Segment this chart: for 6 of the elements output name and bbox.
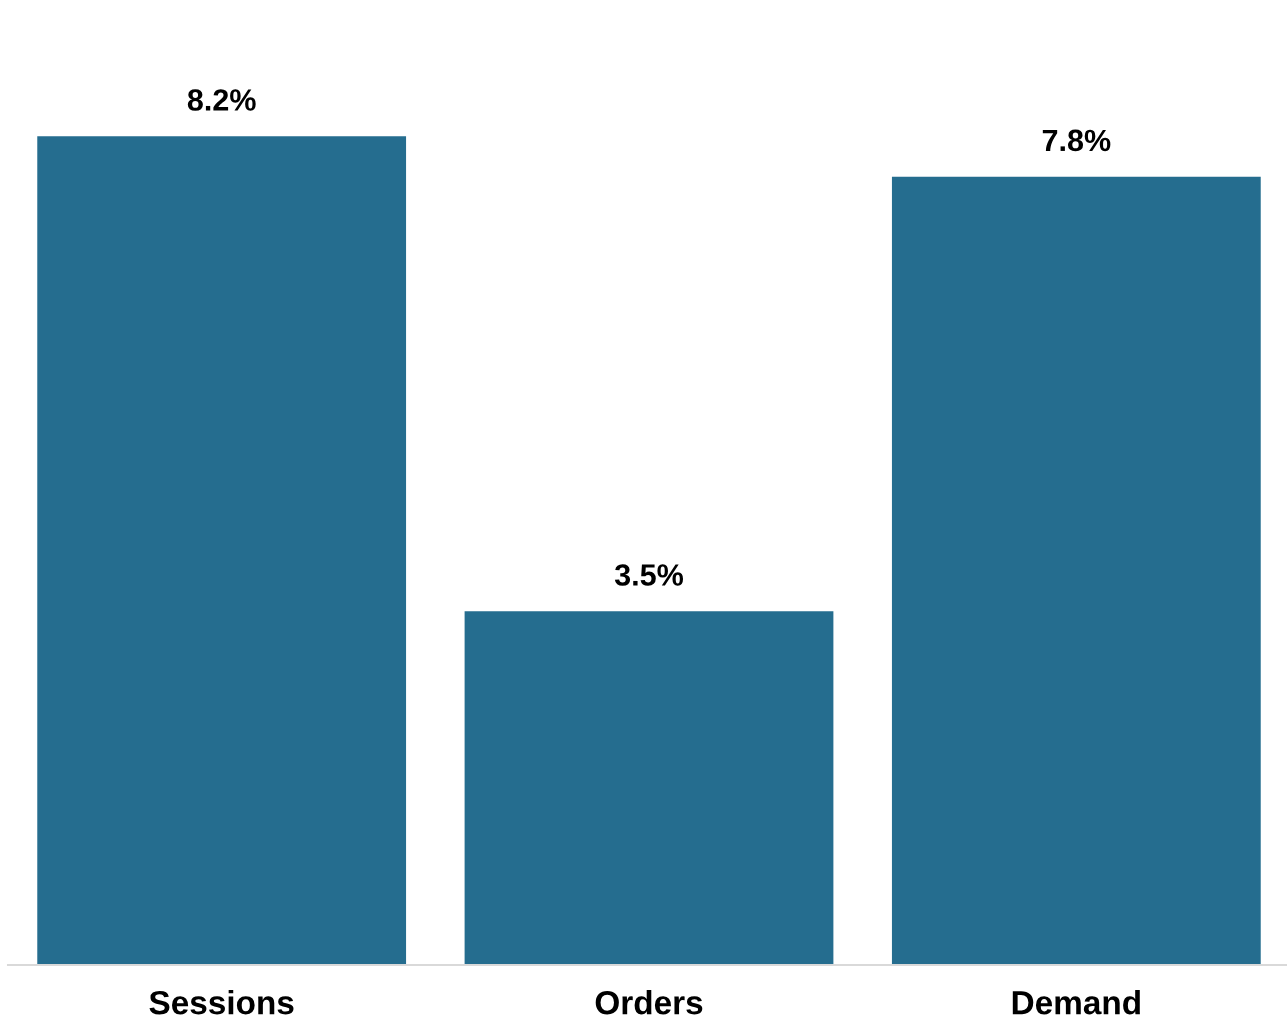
x-tick-label: Demand (1012, 990, 1140, 1015)
data-label: 3.5% (614, 564, 684, 586)
x-tick-label: Orders (595, 990, 703, 1015)
data-label: 8.2% (187, 89, 256, 111)
x-tick-label: Sessions (149, 990, 294, 1015)
data-label: 7.8% (1042, 129, 1111, 152)
